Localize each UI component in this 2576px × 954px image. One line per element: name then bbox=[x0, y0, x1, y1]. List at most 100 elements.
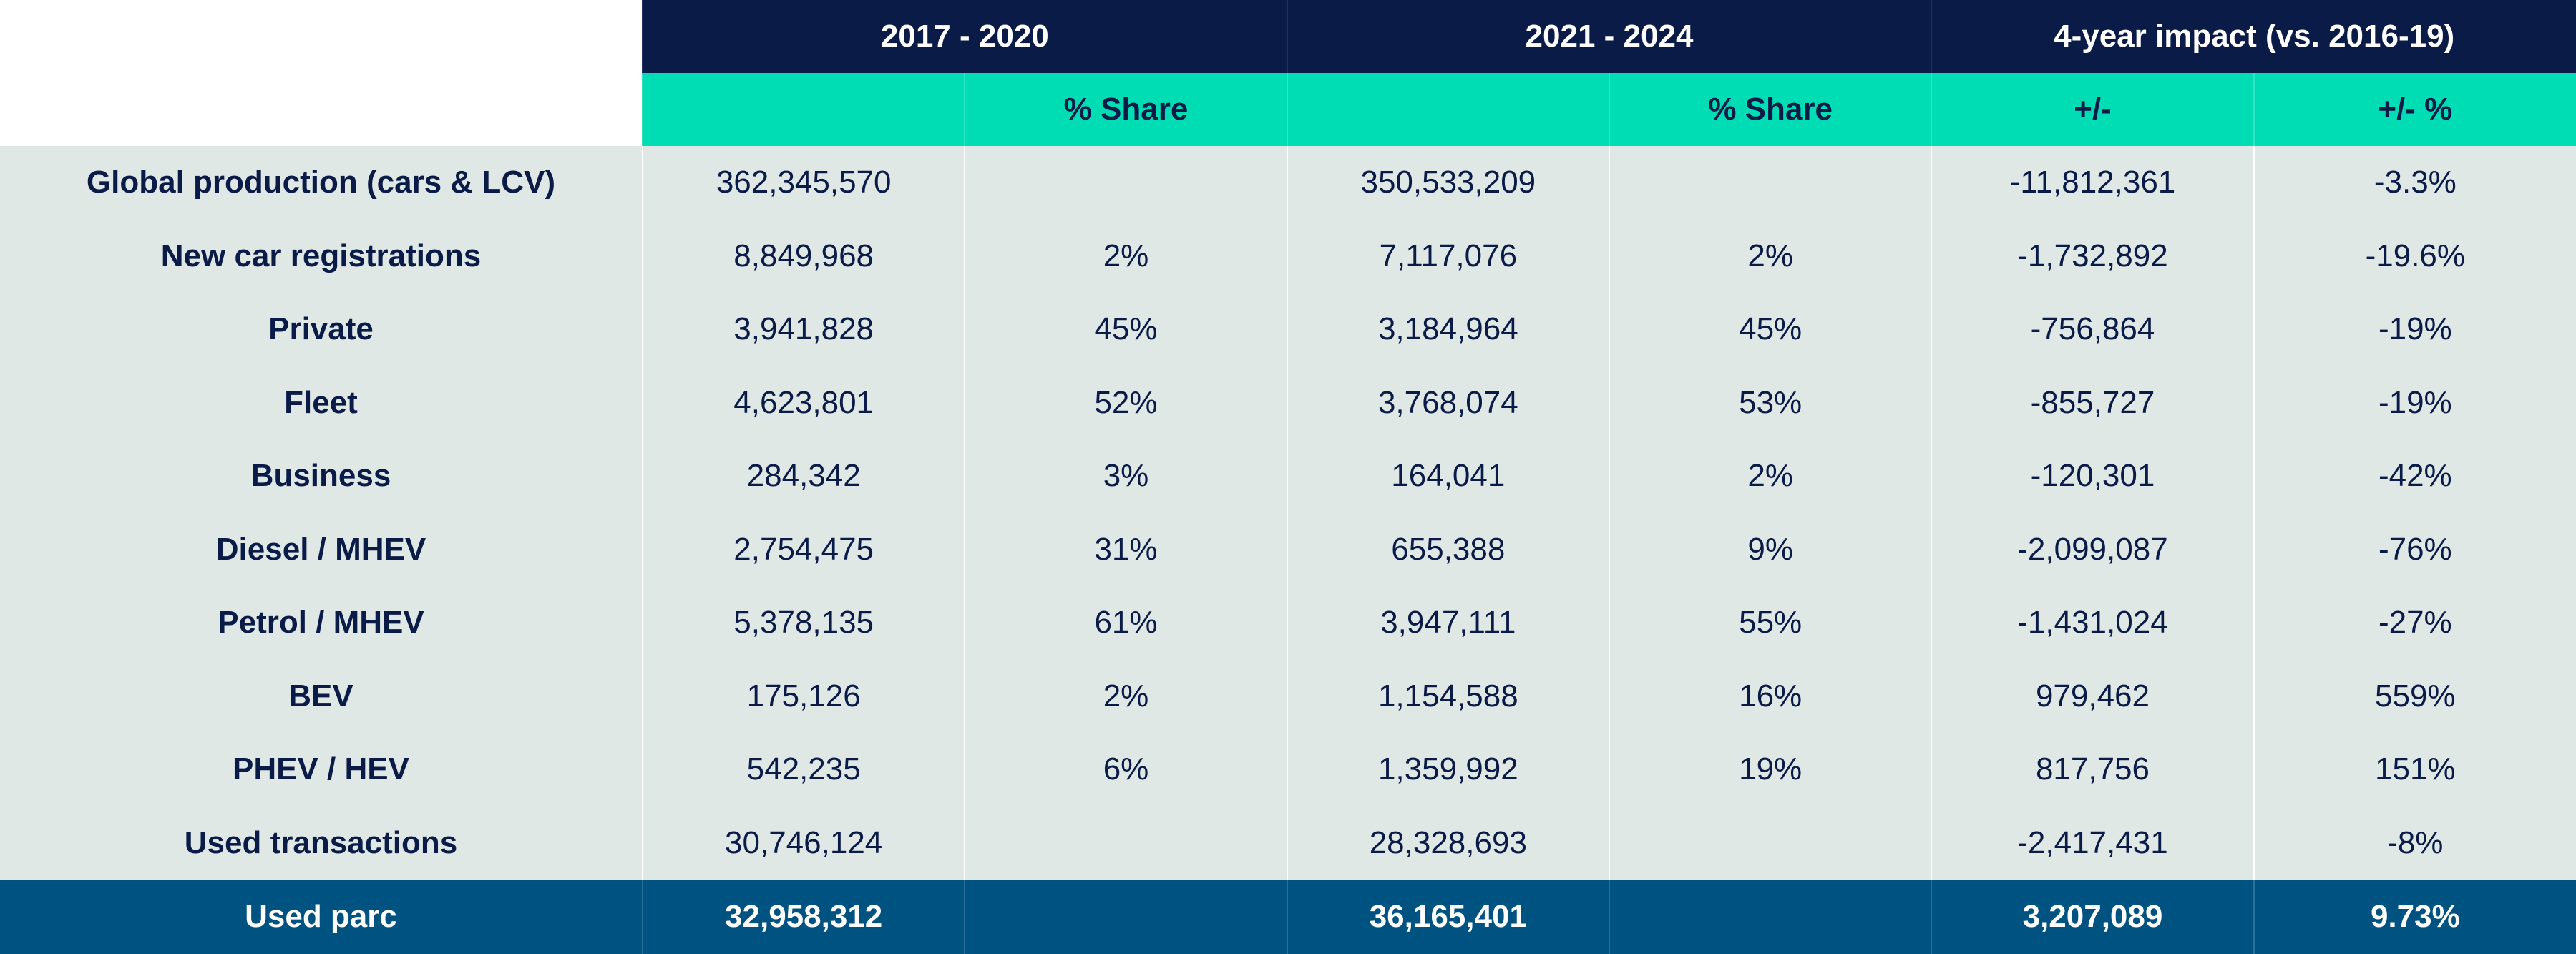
row-label: New car registrations bbox=[0, 219, 643, 293]
table-cell: 61% bbox=[964, 586, 1287, 660]
table-cell: 3,947,111 bbox=[1286, 586, 1609, 660]
table-cell: -19% bbox=[2253, 366, 2576, 439]
sub-header bbox=[641, 73, 965, 146]
table-row: BEV 175,126 2% 1,154,588 16% 979,462 559… bbox=[0, 659, 2576, 733]
table-cell: -3.3% bbox=[2253, 146, 2576, 220]
sub-header bbox=[1286, 73, 1609, 146]
table-cell: 28,328,693 bbox=[1286, 806, 1609, 880]
table-cell: 542,235 bbox=[641, 733, 965, 807]
table-cell: 3,184,964 bbox=[1286, 293, 1609, 366]
table-row: Business 284,342 3% 164,041 2% -120,301 … bbox=[0, 439, 2576, 513]
table-cell: 3% bbox=[964, 439, 1287, 513]
sub-header-change-percent: +/- % bbox=[2253, 73, 2576, 146]
table-cell: -19% bbox=[2253, 293, 2576, 366]
table-cell: 2% bbox=[1608, 219, 1932, 293]
table-cell: -19.6% bbox=[2253, 219, 2576, 293]
group-header-2021-2024: 2021 - 2024 bbox=[1286, 0, 1932, 73]
total-cell: 36,165,401 bbox=[1286, 880, 1609, 954]
table-row: Diesel / MHEV 2,754,475 31% 655,388 9% -… bbox=[0, 512, 2576, 586]
table-cell: 31% bbox=[964, 512, 1287, 586]
table-cell: -120,301 bbox=[1931, 439, 2254, 513]
table-cell: 9% bbox=[1608, 512, 1932, 586]
row-label: Fleet bbox=[0, 366, 643, 439]
table-cell: 52% bbox=[964, 366, 1287, 439]
table-cell: 5,378,135 bbox=[641, 586, 965, 660]
table-cell: 151% bbox=[2253, 733, 2576, 807]
total-cell: 32,958,312 bbox=[641, 880, 965, 954]
total-cell: 3,207,089 bbox=[1931, 880, 2254, 954]
row-label: Global production (cars & LCV) bbox=[0, 146, 643, 220]
table-cell: 1,154,588 bbox=[1286, 659, 1609, 733]
table-cell: -76% bbox=[2253, 512, 2576, 586]
group-header-4-year-impact: 4-year impact (vs. 2016-19) bbox=[1931, 0, 2576, 73]
table-row: New car registrations 8,849,968 2% 7,117… bbox=[0, 219, 2576, 293]
total-label: Used parc bbox=[0, 880, 643, 954]
table-cell: -11,812,361 bbox=[1931, 146, 2254, 220]
table-cell: -1,732,892 bbox=[1931, 219, 2254, 293]
table-row: Petrol / MHEV 5,378,135 61% 3,947,111 55… bbox=[0, 586, 2576, 660]
table-cell: 362,345,570 bbox=[641, 146, 965, 220]
table-cell: 16% bbox=[1608, 659, 1932, 733]
table-cell: 4,623,801 bbox=[641, 366, 965, 439]
table-cell: 2% bbox=[964, 219, 1287, 293]
table-cell: 979,462 bbox=[1931, 659, 2254, 733]
row-label: Business bbox=[0, 439, 643, 513]
table-cell: 175,126 bbox=[641, 659, 965, 733]
table-cell: -2,417,431 bbox=[1931, 806, 2254, 880]
table-cell: 655,388 bbox=[1286, 512, 1609, 586]
table-cell: 350,533,209 bbox=[1286, 146, 1609, 220]
table-cell: -756,864 bbox=[1931, 293, 2254, 366]
sub-header-share: % Share bbox=[964, 73, 1287, 146]
total-cell: 9.73% bbox=[2253, 880, 2576, 954]
row-label: Used transactions bbox=[0, 806, 643, 880]
group-header-2017-2020: 2017 - 2020 bbox=[642, 0, 1287, 73]
table-cell: 284,342 bbox=[641, 439, 965, 513]
row-label: BEV bbox=[0, 659, 643, 733]
table-cell: 19% bbox=[1608, 733, 1932, 807]
total-cell bbox=[1608, 880, 1932, 954]
row-label: Petrol / MHEV bbox=[0, 586, 643, 660]
table-cell bbox=[1608, 806, 1932, 880]
table-cell bbox=[964, 806, 1287, 880]
table-cell: 164,041 bbox=[1286, 439, 1609, 513]
table-cell: 3,768,074 bbox=[1286, 366, 1609, 439]
table-row: PHEV / HEV 542,235 6% 1,359,992 19% 817,… bbox=[0, 733, 2576, 807]
table-cell: 8,849,968 bbox=[641, 219, 965, 293]
row-label: PHEV / HEV bbox=[0, 733, 643, 807]
total-row: Used parc 32,958,312 36,165,401 3,207,08… bbox=[0, 880, 2576, 954]
header-corner bbox=[0, 0, 643, 146]
total-cell bbox=[964, 880, 1287, 954]
table-cell: 2% bbox=[1608, 439, 1932, 513]
table-cell: -42% bbox=[2253, 439, 2576, 513]
table-cell: 45% bbox=[964, 293, 1287, 366]
row-label: Diesel / MHEV bbox=[0, 512, 643, 586]
table-cell: 53% bbox=[1608, 366, 1932, 439]
table-cell: -27% bbox=[2253, 586, 2576, 660]
table-cell: -1,431,024 bbox=[1931, 586, 2254, 660]
table-cell: 7,117,076 bbox=[1286, 219, 1609, 293]
sub-header-share: % Share bbox=[1608, 73, 1932, 146]
sub-header-change: +/- bbox=[1931, 73, 2254, 146]
sub-header-row: % Share % Share +/- +/- % bbox=[0, 73, 2576, 146]
table-cell: 1,359,992 bbox=[1286, 733, 1609, 807]
table-row: Global production (cars & LCV) 362,345,5… bbox=[0, 146, 2576, 220]
table-cell: 30,746,124 bbox=[641, 806, 965, 880]
table-cell: 559% bbox=[2253, 659, 2576, 733]
table-cell: 55% bbox=[1608, 586, 1932, 660]
table-row: Fleet 4,623,801 52% 3,768,074 53% -855,7… bbox=[0, 366, 2576, 439]
table-cell: -8% bbox=[2253, 806, 2576, 880]
table-cell bbox=[964, 146, 1287, 220]
table-cell: -855,727 bbox=[1931, 366, 2254, 439]
table-cell: 6% bbox=[964, 733, 1287, 807]
table-cell: 2% bbox=[964, 659, 1287, 733]
table-row: Used transactions 30,746,124 28,328,693 … bbox=[0, 806, 2576, 880]
table-cell: -2,099,087 bbox=[1931, 512, 2254, 586]
table-cell: 45% bbox=[1608, 293, 1932, 366]
table-row: Private 3,941,828 45% 3,184,964 45% -756… bbox=[0, 293, 2576, 366]
row-label: Private bbox=[0, 293, 643, 366]
table-cell: 817,756 bbox=[1931, 733, 2254, 807]
group-header-row: 2017 - 2020 2021 - 2024 4-year impact (v… bbox=[0, 0, 2576, 146]
table-cell: 3,941,828 bbox=[641, 293, 965, 366]
table-cell bbox=[1608, 146, 1932, 220]
